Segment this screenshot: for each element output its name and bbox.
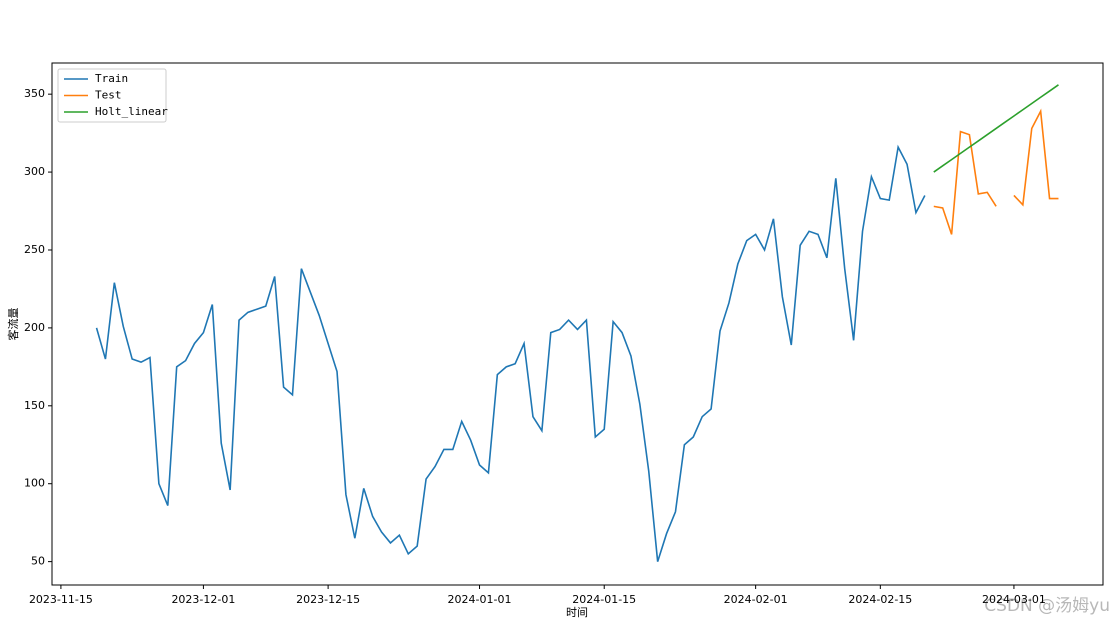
x-tick-label: 2024-02-15 (848, 593, 912, 606)
x-tick-label: 2023-11-15 (29, 593, 93, 606)
legend-box (57, 68, 167, 123)
x-axis-label: 时间 (566, 606, 588, 619)
y-tick-label: 200 (24, 321, 45, 334)
watermark: CSDN @汤姆yu (984, 596, 1110, 616)
x-tick-label: 2023-12-15 (296, 593, 360, 606)
legend-label: Test (95, 89, 122, 102)
y-tick-label: 350 (24, 87, 45, 100)
x-tick-label: 2024-01-15 (572, 593, 636, 606)
y-tick-label: 50 (31, 555, 45, 568)
line-series (933, 84, 1059, 173)
legend-label: Train (95, 72, 128, 85)
x-tick-label: 2024-01-01 (448, 593, 512, 606)
line-series (933, 130, 997, 235)
y-tick-label: 150 (24, 399, 45, 412)
line-series (95, 144, 926, 562)
x-tick-label: 2023-12-01 (171, 593, 235, 606)
x-tick-label: 2024-02-01 (724, 593, 788, 606)
plot-frame (51, 62, 1104, 586)
legend-label: Holt_linear (95, 105, 168, 118)
y-tick-label: 300 (24, 165, 45, 178)
y-tick-label: 250 (24, 243, 45, 256)
y-axis-label: 客流量 (6, 308, 20, 341)
x-tick-label: 2024-03-01 (982, 593, 1046, 606)
y-tick-label: 100 (24, 477, 45, 490)
line-series (1013, 108, 1059, 207)
